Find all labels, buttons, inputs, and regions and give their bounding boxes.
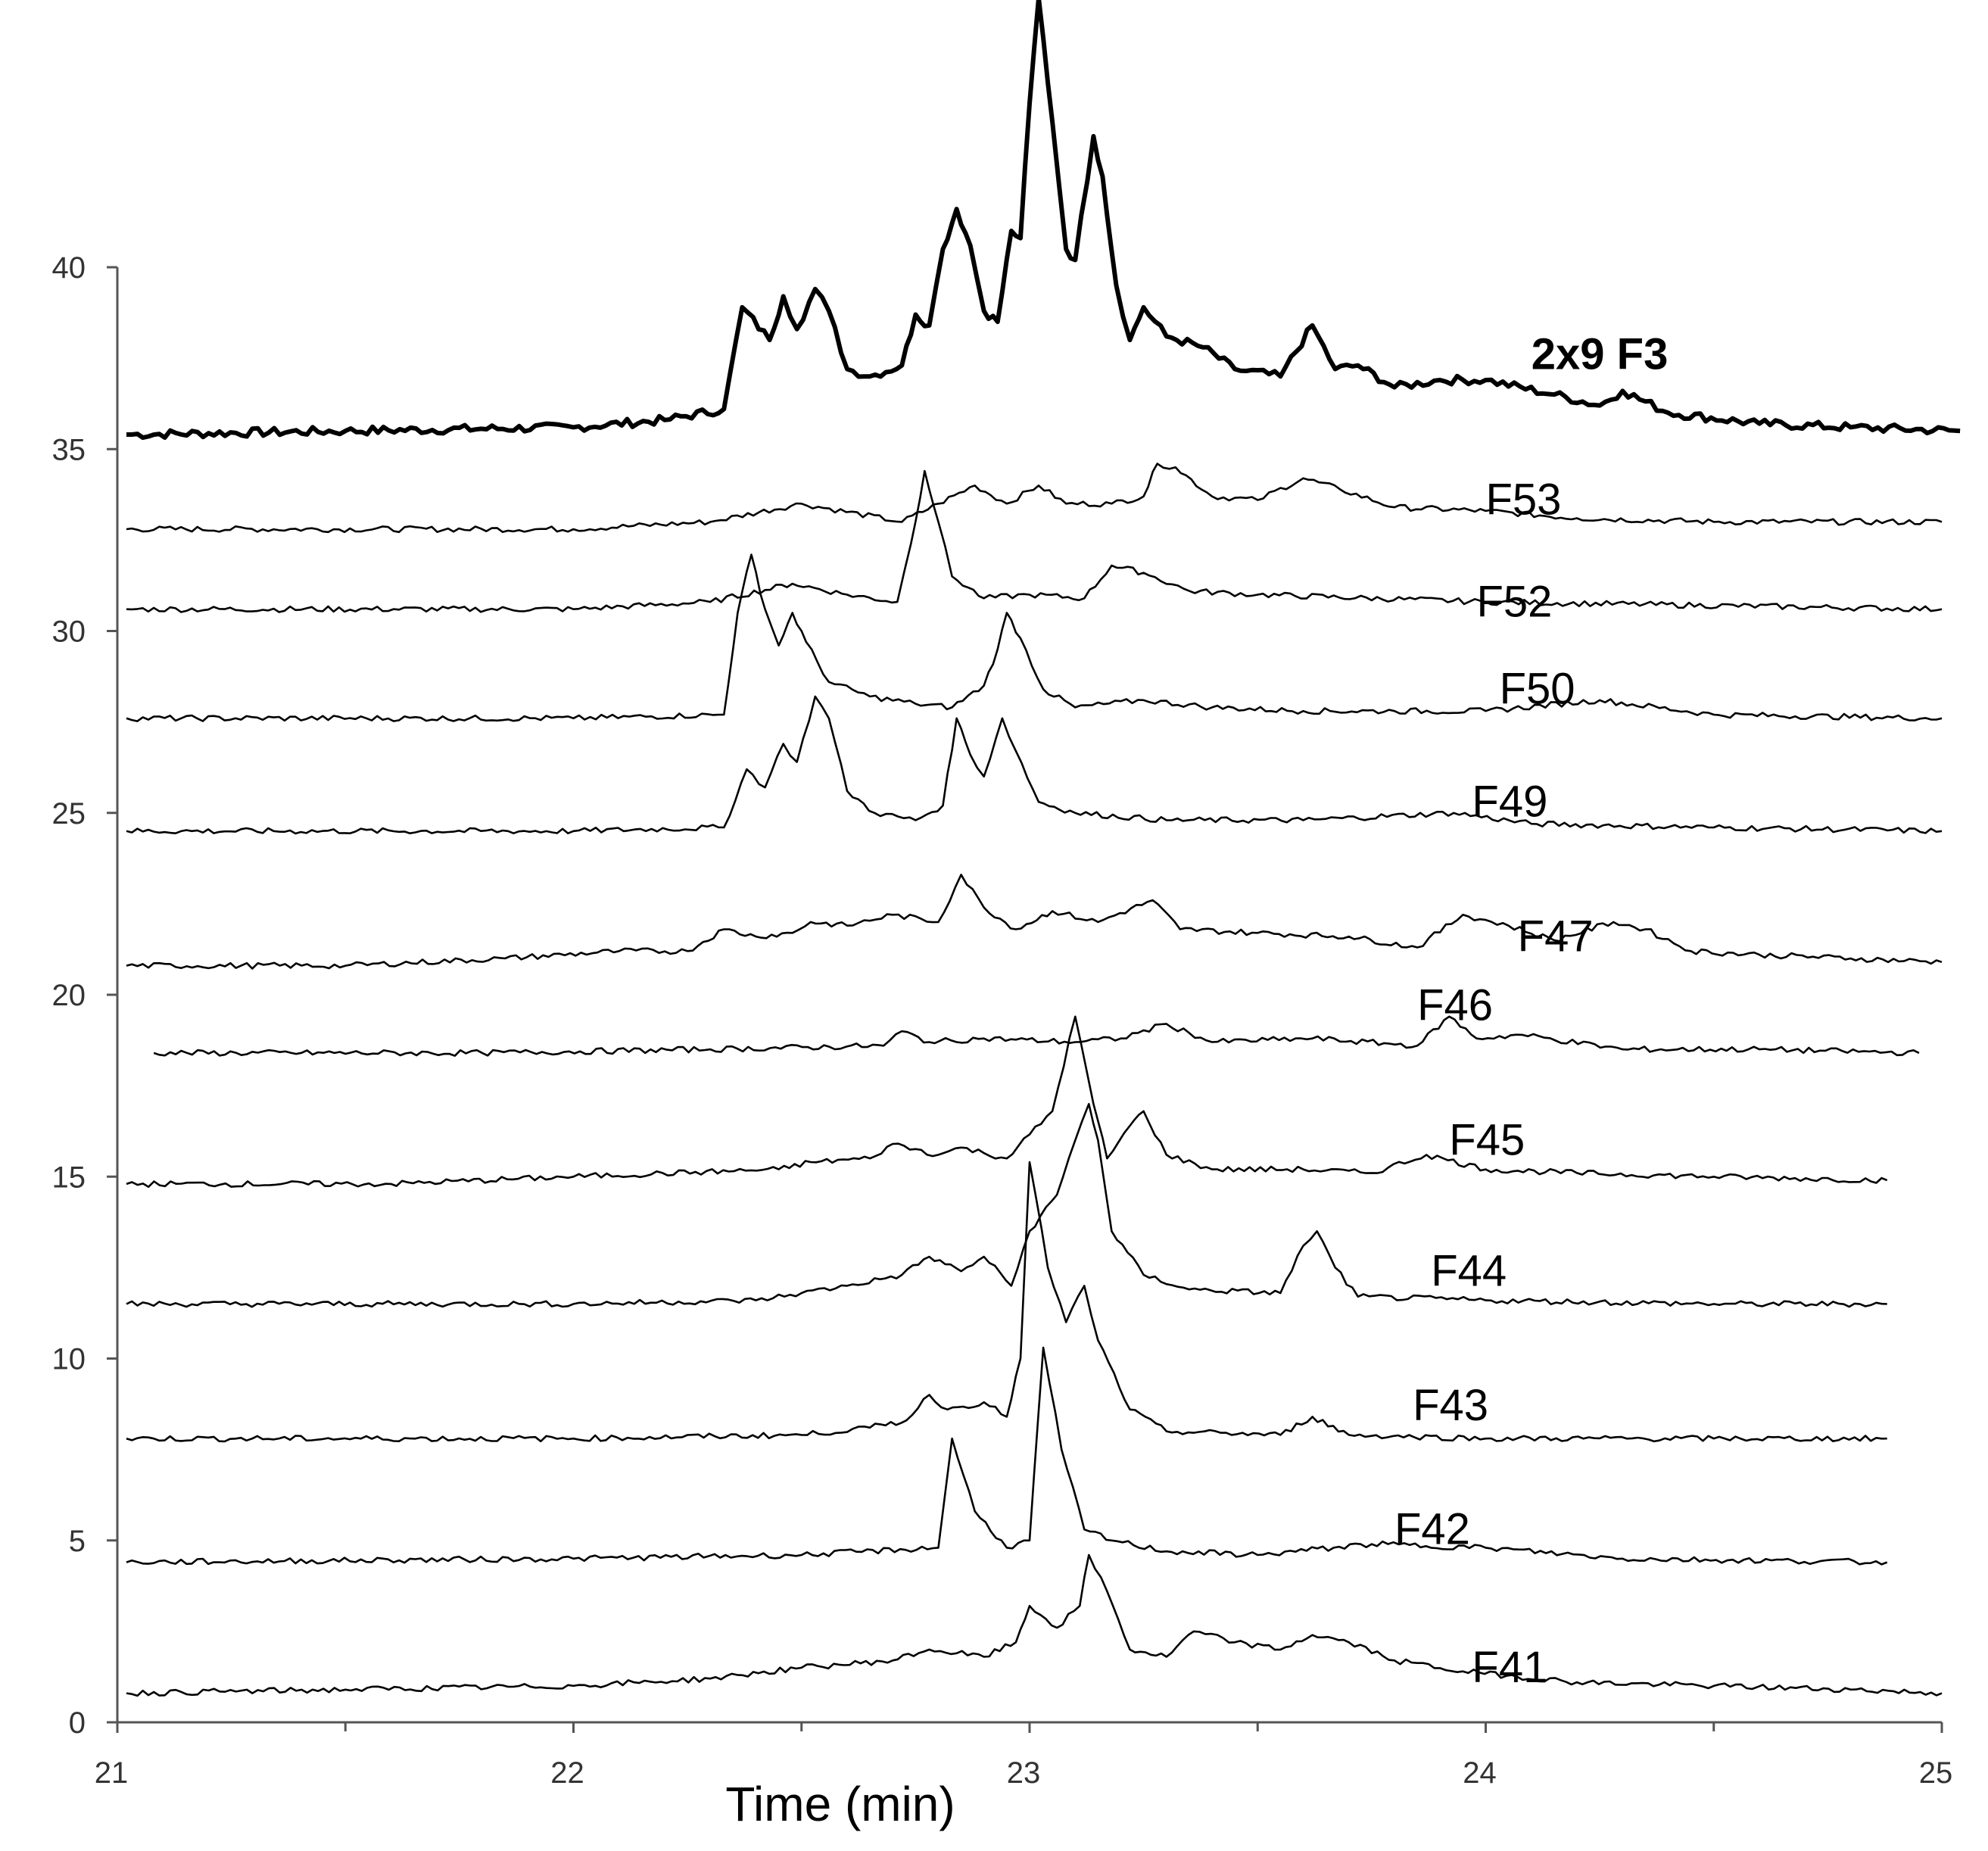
y-tick-label: 10: [52, 1343, 86, 1376]
y-tick-label: 5: [69, 1525, 86, 1558]
series-label-f45: F45: [1449, 1115, 1525, 1164]
x-tick-label: 22: [550, 1756, 584, 1790]
series-label-f41: F41: [1472, 1643, 1547, 1692]
x-tick-label: 21: [95, 1756, 129, 1790]
trace-f50: [126, 553, 1943, 722]
y-tick-label: 20: [52, 979, 86, 1012]
x-axis-title: Time (min): [725, 1777, 955, 1831]
series-label-f46: F46: [1417, 981, 1493, 1030]
trace-f43: [126, 1161, 1887, 1443]
y-tick-label: 25: [52, 797, 86, 830]
trace-f49: [126, 695, 1943, 835]
trace-f53: [126, 463, 1943, 534]
traces: [126, 0, 1961, 1697]
series-label-f50: F50: [1500, 665, 1575, 714]
trace-f46: [153, 1015, 1920, 1057]
trace-f47: [126, 874, 1943, 970]
x-tick-label: 23: [1007, 1756, 1041, 1790]
x-tick-label: 25: [1919, 1756, 1953, 1790]
y-tick-label: 15: [52, 1161, 86, 1194]
series-label-f49: F49: [1472, 777, 1547, 827]
series-label-f47: F47: [1518, 911, 1594, 961]
y-tick-label: 30: [52, 615, 86, 649]
series-labels: 2x9 F3 F53 F52 F50 F49 F47 F46 F45 F44 F43 F42 F41: [1394, 330, 1668, 1693]
series-label-2x9-f3: 2x9 F3: [1532, 330, 1669, 379]
y-tick-label: 35: [52, 433, 86, 466]
trace-2x9-f3: [126, 0, 1961, 441]
trace-f44: [126, 1102, 1887, 1308]
y-tick-label: 0: [69, 1706, 86, 1740]
axes: 0 5 10 15 20 25 30 35 40 21 22 23 24 25: [52, 251, 1953, 1790]
trace-f42: [126, 1346, 1888, 1566]
x-tick-label: 24: [1463, 1756, 1497, 1790]
trace-f52: [126, 469, 1943, 613]
series-label-f44: F44: [1431, 1246, 1507, 1295]
trace-f41: [126, 1553, 1943, 1697]
y-tick-label: 40: [52, 251, 86, 285]
trace-f45: [126, 1015, 1888, 1188]
series-label-f43: F43: [1413, 1381, 1488, 1430]
series-label-f42: F42: [1394, 1505, 1470, 1554]
series-label-f53: F53: [1486, 475, 1562, 525]
series-label-f52: F52: [1476, 577, 1552, 626]
